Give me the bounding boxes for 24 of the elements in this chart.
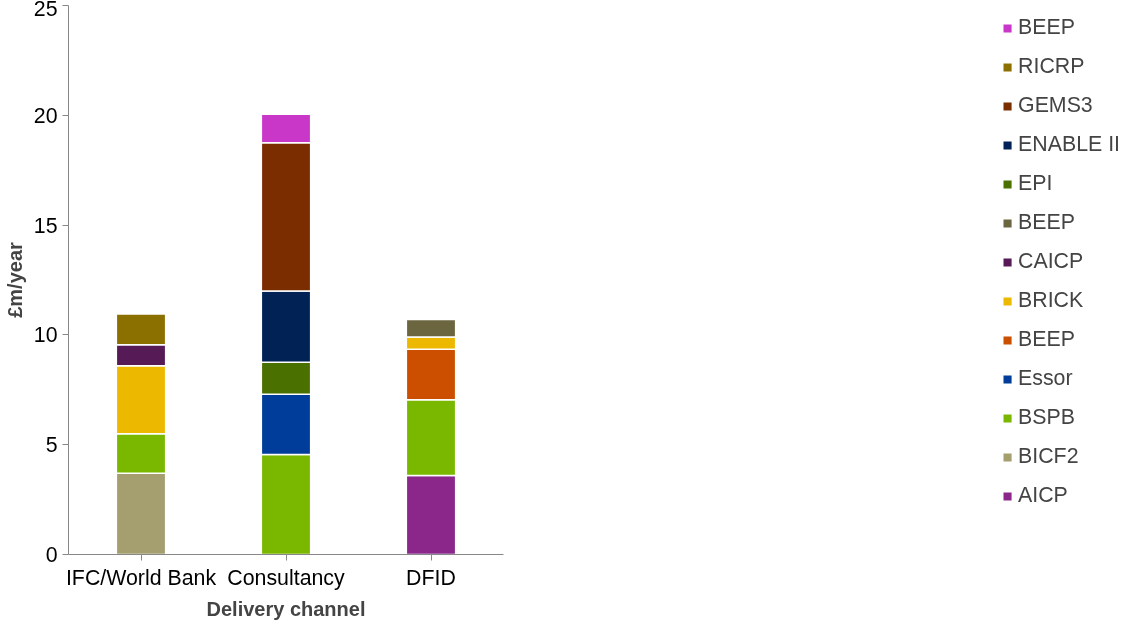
legend-label: BRICK — [1018, 288, 1084, 313]
x-axis-title: Delivery channel — [206, 597, 366, 620]
x-tick-label: DFID — [406, 565, 456, 590]
legend-label: BEEP — [1018, 210, 1075, 235]
legend-label: BICF2 — [1018, 444, 1079, 469]
legend-label: AICP — [1018, 483, 1068, 508]
legend-label: EPI — [1018, 171, 1053, 196]
y-axis-title: £m/year — [3, 241, 26, 318]
y-tick-label: 20 — [33, 103, 58, 128]
y-tick-label: 0 — [45, 543, 58, 567]
legend-label: BEEP — [1018, 15, 1075, 40]
legend-label: ENABLE II — [1018, 132, 1120, 157]
legend-label: BSPB — [1018, 405, 1075, 430]
legend-label: BEEP — [1018, 327, 1075, 352]
x-tick-label: Consultancy — [227, 565, 346, 590]
legend-label: GEMS3 — [1018, 93, 1093, 118]
legend-label: Essor — [1018, 366, 1073, 391]
y-tick-label: 10 — [33, 323, 58, 348]
y-tick-label: 25 — [33, 0, 58, 21]
legend-label: CAICP — [1018, 249, 1084, 274]
legend-label: RICRP — [1018, 54, 1085, 79]
y-tick-label: 5 — [45, 433, 58, 458]
x-tick-label: IFC/World Bank — [65, 565, 217, 590]
y-tick-label: 15 — [33, 213, 58, 238]
